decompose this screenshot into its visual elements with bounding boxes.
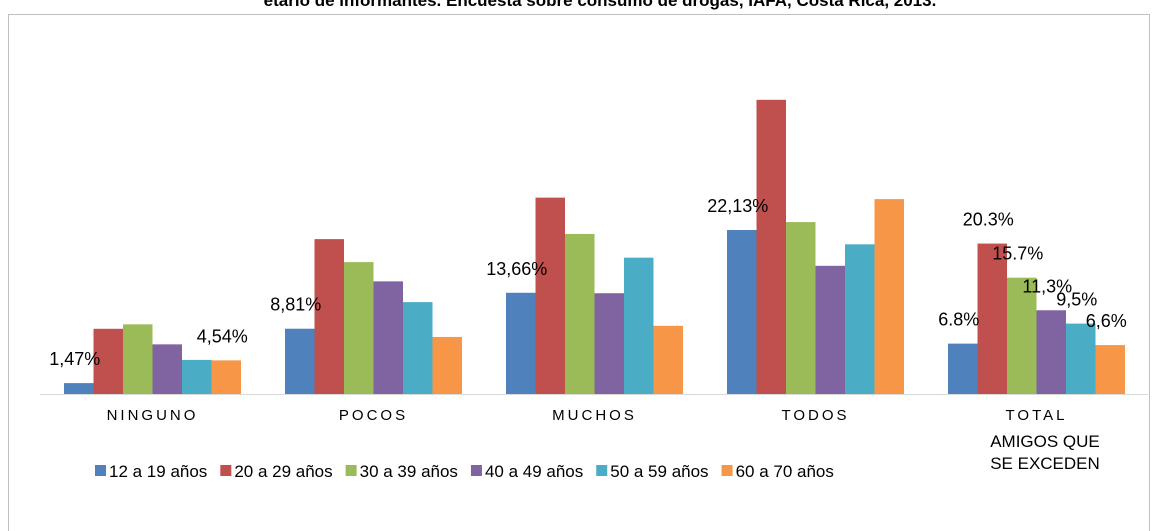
bar — [756, 99, 786, 394]
legend-label: 20 a 29 años — [234, 462, 332, 481]
data-label: 4,54% — [197, 326, 248, 346]
x-tick-label: POCOS — [339, 407, 408, 424]
bar — [815, 265, 845, 394]
legend-label: 12 a 19 años — [109, 462, 207, 481]
data-label: 6,6% — [1086, 311, 1127, 331]
x-tick-label: TODOS — [781, 407, 849, 424]
bar — [977, 243, 1007, 394]
legend-marker — [721, 465, 733, 476]
data-label: 13,66% — [486, 259, 547, 279]
legend-label: 30 a 39 años — [360, 462, 458, 481]
bar — [624, 257, 654, 394]
bar — [845, 244, 875, 394]
bar — [1007, 277, 1037, 394]
bar — [506, 292, 536, 394]
legend-label: 40 a 49 años — [485, 462, 583, 481]
x-axis-label: AMIGOS QUE SE EXCEDEN — [990, 432, 1100, 473]
bar — [1036, 310, 1066, 394]
legend-marker — [220, 465, 232, 476]
bar — [594, 293, 624, 394]
bar — [152, 344, 182, 394]
x-tick-label: TOTAL — [1006, 407, 1068, 424]
legend-label: 50 a 59 años — [610, 462, 708, 481]
chart-title: etario de informantes. Encuesta sobre co… — [264, 0, 937, 10]
legend-marker — [596, 465, 608, 476]
bar — [432, 336, 462, 394]
data-label: 1,47% — [49, 349, 100, 369]
data-label: 8,81% — [270, 295, 321, 315]
bar — [1066, 323, 1096, 394]
data-label: 15.7% — [992, 244, 1043, 264]
bar — [727, 230, 757, 394]
bar — [344, 262, 374, 394]
bar — [948, 343, 978, 394]
bar — [786, 222, 816, 394]
bar — [1095, 345, 1125, 394]
bar — [123, 324, 153, 394]
bar — [285, 328, 315, 394]
x-tick-label: NINGUNO — [107, 407, 199, 424]
bar — [64, 383, 94, 394]
bar — [565, 233, 595, 394]
bar — [535, 197, 565, 394]
bar — [653, 325, 683, 394]
bar — [314, 239, 344, 394]
legend-label: 60 a 70 años — [736, 462, 834, 481]
data-label: 20.3% — [963, 210, 1014, 230]
legend-marker — [345, 465, 357, 476]
data-label: 22,13% — [707, 196, 768, 216]
chart-frame — [8, 14, 1150, 531]
bar — [874, 199, 904, 394]
legend-marker — [95, 465, 106, 476]
data-label: 11,3% — [1022, 276, 1072, 296]
bar — [182, 359, 212, 394]
bar — [93, 328, 123, 394]
bar — [211, 360, 241, 394]
bar — [403, 302, 433, 394]
data-label: 9,5% — [1056, 290, 1097, 310]
data-label: 6.8% — [938, 310, 979, 330]
bar — [373, 281, 403, 394]
legend-marker — [470, 465, 482, 476]
x-tick-label: MUCHOS — [552, 407, 637, 424]
